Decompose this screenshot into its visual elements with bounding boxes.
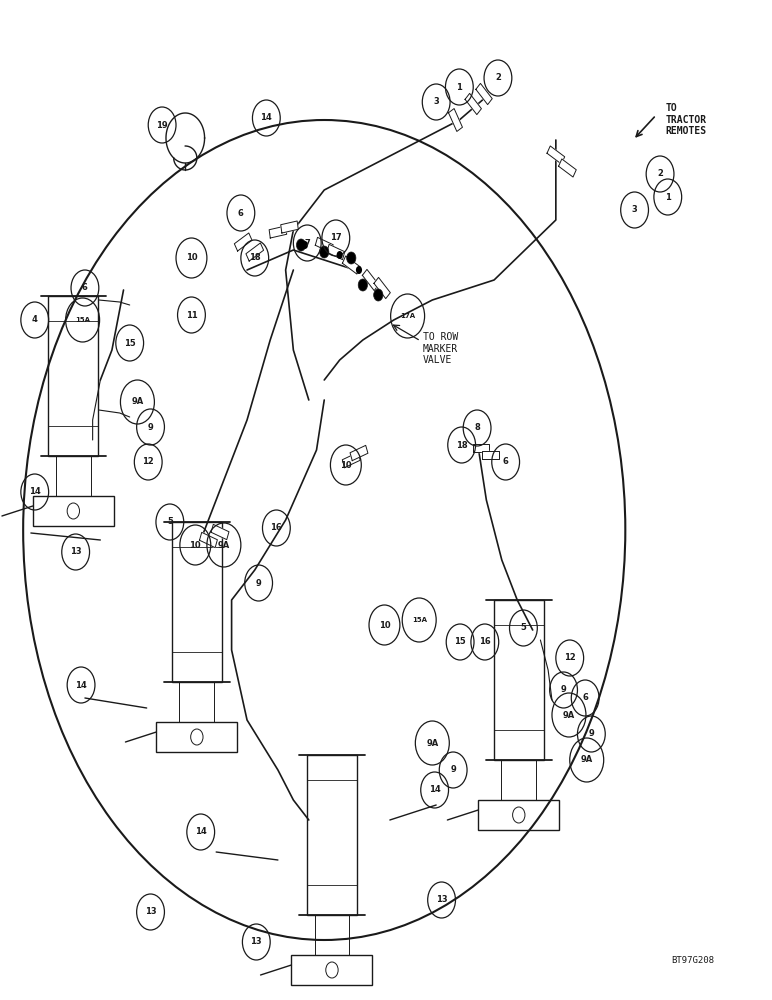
Text: 9A: 9A — [218, 540, 230, 550]
Text: 3: 3 — [433, 98, 439, 106]
Circle shape — [302, 241, 308, 249]
Circle shape — [320, 246, 329, 258]
Text: 13: 13 — [250, 938, 262, 946]
Polygon shape — [343, 256, 360, 274]
Text: 14: 14 — [75, 680, 87, 690]
Text: 10: 10 — [185, 253, 198, 262]
Text: 4: 4 — [32, 316, 38, 324]
Bar — [156, 722, 237, 752]
Text: 16: 16 — [479, 638, 491, 647]
Bar — [494, 600, 543, 760]
Polygon shape — [362, 269, 379, 291]
Bar — [306, 755, 357, 915]
Polygon shape — [235, 233, 252, 251]
Circle shape — [356, 266, 362, 274]
Bar — [171, 522, 222, 682]
Text: 6: 6 — [82, 284, 88, 292]
Polygon shape — [211, 524, 229, 540]
Polygon shape — [342, 452, 361, 468]
Text: BT97G208: BT97G208 — [672, 956, 715, 965]
Text: 15: 15 — [454, 638, 466, 647]
Polygon shape — [472, 444, 489, 452]
Text: 2: 2 — [657, 169, 663, 178]
Text: 9: 9 — [256, 578, 262, 587]
Bar — [502, 760, 536, 800]
Bar — [32, 496, 114, 526]
Text: 12: 12 — [142, 458, 154, 466]
Circle shape — [296, 239, 306, 251]
Text: 5: 5 — [520, 624, 527, 633]
Polygon shape — [281, 221, 298, 233]
Text: 13: 13 — [69, 548, 82, 556]
Text: 18: 18 — [455, 440, 468, 450]
Text: 19: 19 — [156, 120, 168, 129]
Text: 16: 16 — [270, 524, 283, 532]
Text: 14: 14 — [260, 113, 273, 122]
Circle shape — [358, 279, 367, 291]
Text: 10: 10 — [340, 460, 352, 470]
Text: 8: 8 — [474, 424, 480, 432]
Text: 6: 6 — [503, 458, 509, 466]
Text: 9: 9 — [560, 686, 567, 694]
Text: 7: 7 — [304, 238, 310, 247]
Bar — [179, 682, 215, 722]
Text: 14: 14 — [428, 786, 441, 794]
Polygon shape — [547, 146, 564, 164]
Text: TO ROW
MARKER
VALVE: TO ROW MARKER VALVE — [423, 332, 459, 365]
Text: 9: 9 — [588, 730, 594, 738]
Text: 2: 2 — [495, 74, 501, 83]
Text: 5: 5 — [167, 518, 173, 526]
Polygon shape — [199, 532, 218, 548]
Text: 9A: 9A — [563, 710, 575, 720]
Text: 9: 9 — [450, 766, 456, 774]
Bar — [56, 456, 90, 496]
Polygon shape — [465, 93, 482, 115]
Text: 14: 14 — [195, 828, 207, 836]
Polygon shape — [269, 226, 286, 238]
Circle shape — [374, 289, 383, 301]
Text: 1: 1 — [456, 83, 462, 92]
Text: 10: 10 — [378, 620, 391, 630]
Text: 10: 10 — [189, 540, 201, 550]
Text: 9A: 9A — [426, 738, 438, 748]
Polygon shape — [374, 277, 391, 299]
Polygon shape — [482, 451, 499, 459]
Text: 15: 15 — [124, 338, 136, 348]
Polygon shape — [559, 159, 576, 177]
Text: 9A: 9A — [131, 397, 144, 406]
Text: 6: 6 — [582, 694, 588, 702]
Text: 15A: 15A — [75, 317, 90, 323]
Text: 9A: 9A — [581, 756, 593, 764]
Polygon shape — [315, 237, 334, 253]
Polygon shape — [449, 109, 462, 131]
Bar — [314, 915, 349, 955]
Text: 1: 1 — [665, 192, 671, 202]
Text: 15A: 15A — [411, 617, 427, 623]
Bar — [478, 800, 559, 830]
Text: 17A: 17A — [400, 313, 415, 319]
Text: 13: 13 — [435, 896, 448, 904]
Text: 9: 9 — [147, 422, 154, 432]
Polygon shape — [350, 445, 368, 461]
Circle shape — [337, 251, 343, 259]
Bar — [291, 955, 372, 985]
Text: TO
TRACTOR
REMOTES: TO TRACTOR REMOTES — [665, 103, 706, 136]
Text: 13: 13 — [144, 908, 157, 916]
Text: 17: 17 — [330, 233, 342, 242]
Text: 3: 3 — [631, 206, 638, 215]
Polygon shape — [246, 243, 263, 261]
Text: 14: 14 — [29, 488, 41, 496]
Text: 6: 6 — [238, 209, 244, 218]
Polygon shape — [476, 83, 493, 105]
Text: 11: 11 — [185, 310, 198, 320]
Text: 18: 18 — [249, 253, 261, 262]
Circle shape — [347, 252, 356, 264]
Bar — [48, 296, 98, 456]
Polygon shape — [327, 244, 345, 260]
Text: 12: 12 — [564, 654, 576, 662]
